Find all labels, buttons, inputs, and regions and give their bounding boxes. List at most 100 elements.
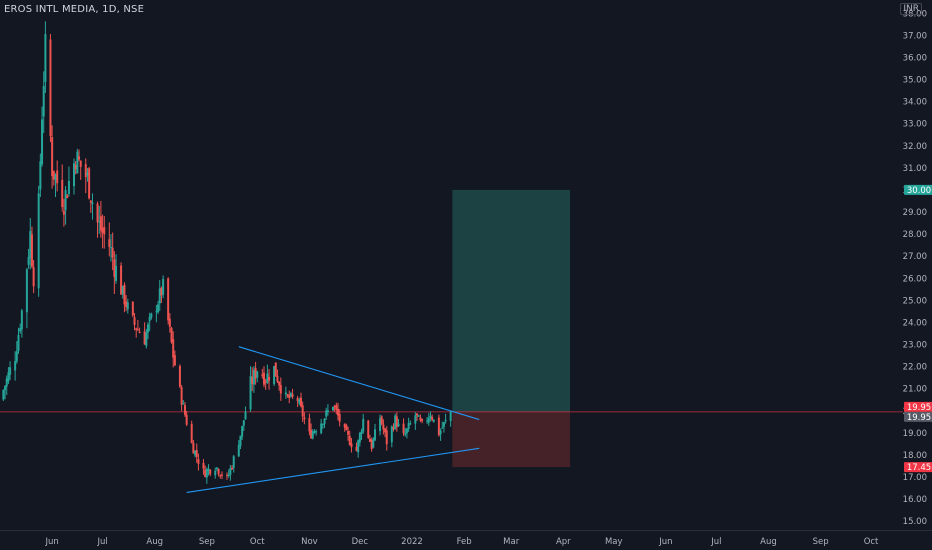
candle[interactable] bbox=[326, 410, 329, 413]
candle[interactable] bbox=[103, 226, 106, 235]
candle[interactable] bbox=[315, 431, 318, 433]
candle[interactable] bbox=[64, 190, 67, 211]
candle[interactable] bbox=[32, 267, 35, 287]
candle[interactable] bbox=[409, 423, 412, 425]
candle[interactable] bbox=[173, 355, 176, 366]
candle[interactable] bbox=[136, 329, 139, 331]
candle[interactable] bbox=[362, 418, 365, 432]
candle[interactable] bbox=[301, 405, 304, 417]
candle[interactable] bbox=[202, 462, 205, 469]
candle[interactable] bbox=[291, 394, 294, 397]
candle[interactable] bbox=[360, 431, 363, 435]
candle[interactable] bbox=[286, 394, 289, 396]
candle[interactable] bbox=[407, 423, 410, 430]
candle[interactable] bbox=[392, 427, 395, 430]
candle[interactable] bbox=[227, 474, 230, 476]
candle[interactable] bbox=[427, 418, 430, 423]
candle[interactable] bbox=[76, 151, 79, 174]
candle[interactable] bbox=[384, 428, 387, 433]
candle[interactable] bbox=[148, 316, 151, 322]
candle[interactable] bbox=[207, 468, 210, 471]
candle[interactable] bbox=[325, 410, 328, 417]
candle[interactable] bbox=[263, 372, 266, 385]
candle[interactable] bbox=[44, 34, 47, 82]
candle[interactable] bbox=[397, 423, 400, 427]
candle[interactable] bbox=[155, 311, 158, 313]
candle[interactable] bbox=[237, 445, 240, 457]
candle[interactable] bbox=[252, 370, 255, 385]
candle[interactable] bbox=[78, 156, 81, 160]
candle[interactable] bbox=[86, 172, 89, 176]
candle[interactable] bbox=[138, 331, 141, 333]
candle[interactable] bbox=[402, 423, 405, 434]
candle[interactable] bbox=[39, 161, 42, 190]
candle[interactable] bbox=[51, 137, 54, 177]
candle[interactable] bbox=[42, 86, 45, 117]
candle[interactable] bbox=[88, 168, 91, 199]
candle[interactable] bbox=[183, 405, 186, 415]
candle[interactable] bbox=[115, 265, 118, 281]
candle[interactable] bbox=[298, 399, 301, 404]
candle[interactable] bbox=[308, 418, 311, 432]
candle[interactable] bbox=[121, 285, 124, 295]
trendline-upper[interactable] bbox=[238, 346, 480, 421]
candle[interactable] bbox=[370, 439, 373, 450]
candle[interactable] bbox=[19, 328, 22, 332]
candle[interactable] bbox=[126, 302, 129, 310]
candle[interactable] bbox=[264, 381, 267, 383]
candle[interactable] bbox=[204, 469, 207, 477]
candle[interactable] bbox=[131, 301, 134, 316]
candle[interactable] bbox=[125, 301, 128, 307]
candle[interactable] bbox=[347, 431, 350, 435]
candle[interactable] bbox=[288, 394, 291, 399]
candle[interactable] bbox=[266, 373, 269, 383]
candle[interactable] bbox=[395, 416, 398, 428]
candle[interactable] bbox=[108, 239, 111, 247]
candle[interactable] bbox=[421, 419, 424, 422]
candle[interactable] bbox=[145, 332, 148, 347]
candle[interactable] bbox=[219, 475, 222, 477]
candle[interactable] bbox=[394, 415, 397, 429]
candle[interactable] bbox=[167, 278, 170, 321]
candle[interactable] bbox=[209, 469, 212, 475]
candle[interactable] bbox=[355, 446, 358, 451]
candle[interactable] bbox=[172, 339, 175, 358]
candle[interactable] bbox=[217, 469, 220, 475]
currency-badge[interactable]: INR bbox=[900, 3, 922, 15]
candle[interactable] bbox=[254, 367, 257, 379]
candle[interactable] bbox=[231, 468, 234, 470]
candle[interactable] bbox=[157, 304, 160, 313]
candle[interactable] bbox=[84, 164, 87, 178]
candle[interactable] bbox=[405, 428, 408, 434]
candle[interactable] bbox=[303, 417, 306, 420]
candle[interactable] bbox=[268, 376, 271, 381]
candle[interactable] bbox=[67, 180, 70, 195]
candle[interactable] bbox=[135, 328, 138, 330]
candle[interactable] bbox=[2, 389, 5, 400]
candle[interactable] bbox=[17, 334, 20, 351]
candle[interactable] bbox=[321, 424, 324, 426]
candle[interactable] bbox=[180, 387, 183, 405]
candle[interactable] bbox=[160, 287, 163, 296]
candle[interactable] bbox=[419, 417, 422, 421]
candle[interactable] bbox=[256, 371, 259, 378]
candle[interactable] bbox=[54, 174, 57, 180]
candle[interactable] bbox=[241, 425, 244, 437]
candle[interactable] bbox=[214, 470, 217, 476]
candle[interactable] bbox=[333, 406, 336, 408]
candle[interactable] bbox=[429, 415, 432, 418]
candle[interactable] bbox=[158, 288, 161, 304]
candle[interactable] bbox=[296, 397, 299, 401]
candle[interactable] bbox=[109, 247, 112, 249]
candle[interactable] bbox=[345, 425, 348, 431]
candle[interactable] bbox=[220, 474, 223, 476]
candle[interactable] bbox=[390, 426, 393, 443]
candle[interactable] bbox=[310, 430, 313, 439]
candle[interactable] bbox=[368, 438, 371, 442]
candle[interactable] bbox=[162, 278, 165, 295]
candle[interactable] bbox=[284, 392, 287, 395]
candle[interactable] bbox=[215, 467, 218, 469]
candle[interactable] bbox=[278, 382, 281, 386]
candle[interactable] bbox=[197, 459, 200, 464]
candle[interactable] bbox=[289, 393, 292, 397]
